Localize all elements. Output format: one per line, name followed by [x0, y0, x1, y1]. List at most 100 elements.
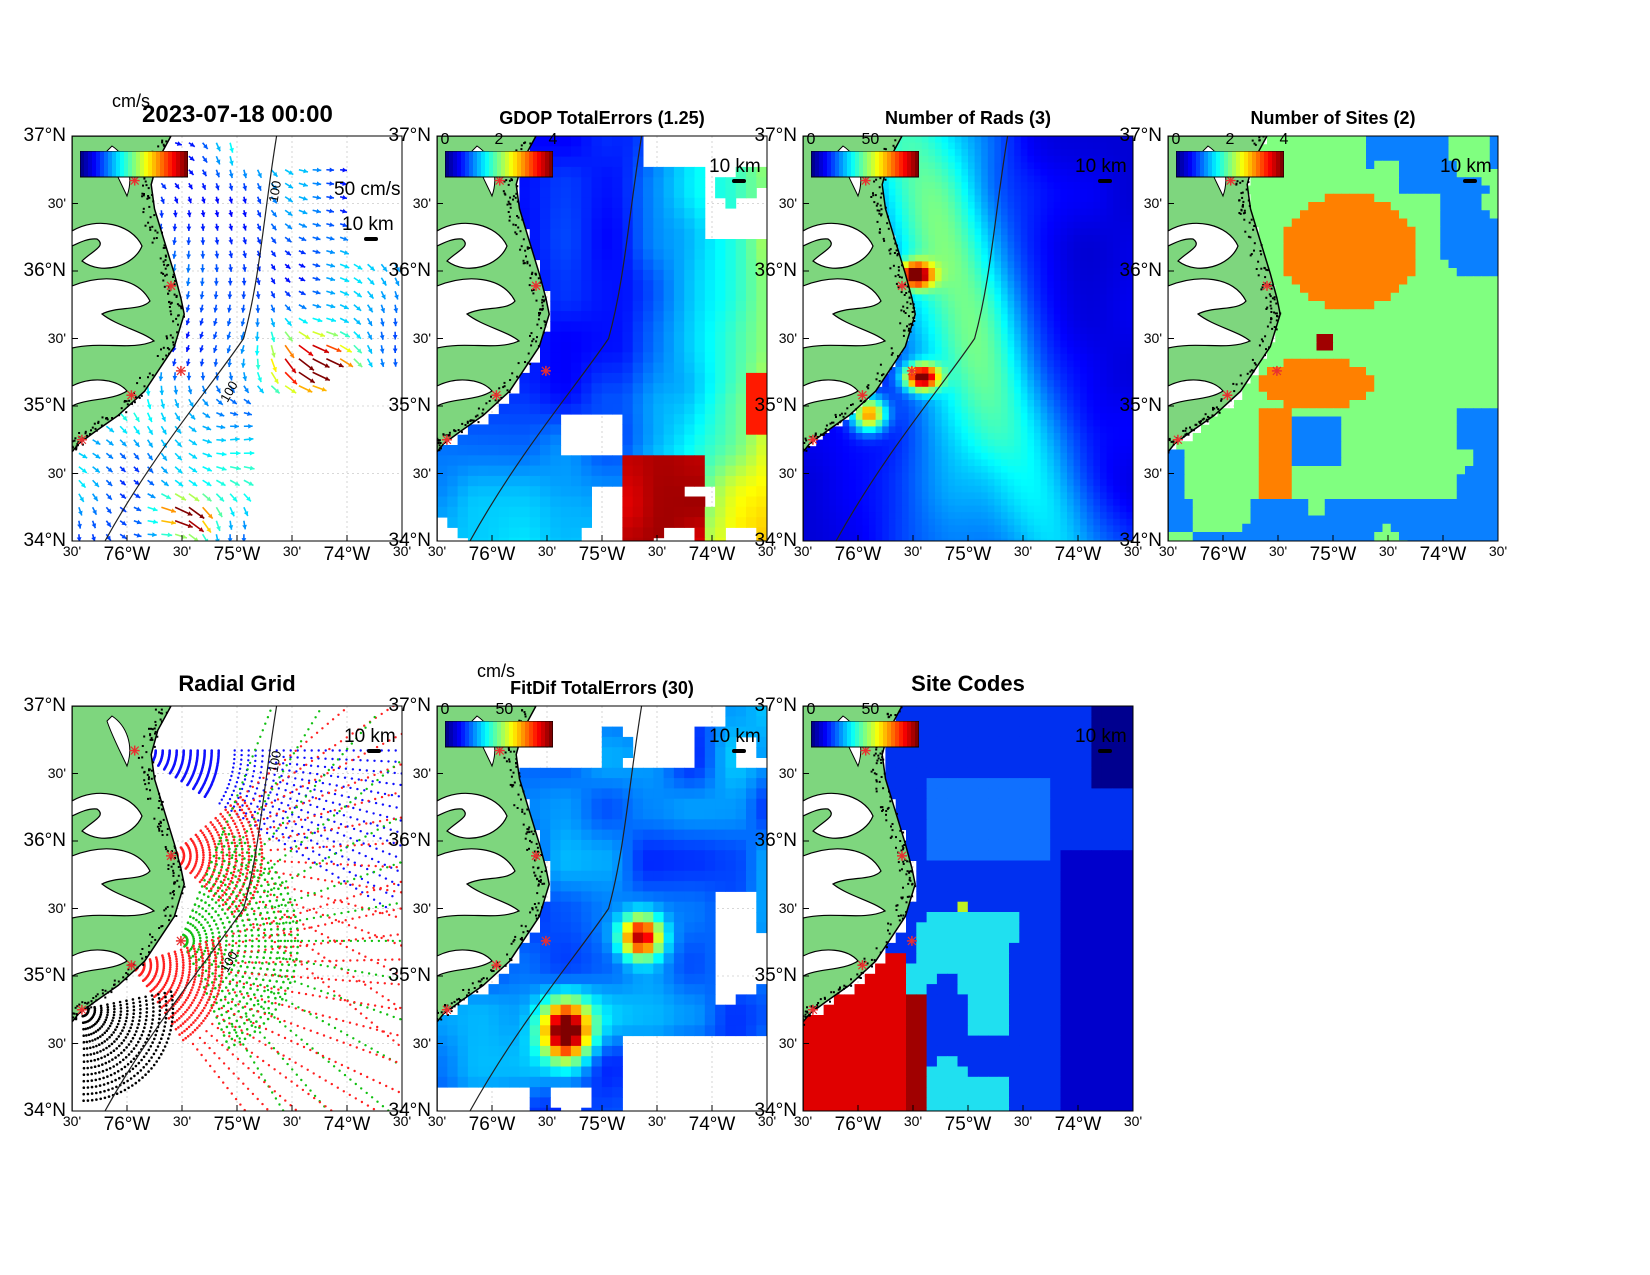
vector-arrow [214, 196, 220, 204]
colorbar-unit: cm/s [112, 91, 150, 111]
panel-total-velocity [71, 135, 403, 542]
vector-arrow [215, 493, 225, 502]
y-tick-label: 36°N [388, 830, 431, 851]
site-marker [540, 365, 551, 376]
vector-arrow [188, 169, 195, 176]
vector-arrow [255, 304, 261, 313]
vector-arrow [174, 519, 193, 528]
vector-arrow [185, 291, 191, 300]
vector-arrow [393, 304, 399, 314]
y-tick-label: 30' [1143, 329, 1162, 346]
vector-arrow [229, 465, 241, 471]
vector-arrow [255, 358, 261, 370]
vector-arrow [173, 385, 179, 395]
vector-arrow [174, 412, 181, 422]
site-marker [1222, 390, 1233, 401]
vector-arrow [243, 450, 255, 456]
vector-arrow [77, 520, 82, 529]
vector-arrow [353, 304, 362, 312]
vector-arrow [160, 412, 167, 422]
heatmap-cells [1168, 136, 1498, 541]
vector-arrow [312, 167, 322, 173]
vector-arrow [353, 331, 362, 340]
vector-arrow [202, 506, 214, 520]
vector-arrow [147, 506, 158, 512]
vector-arrow [339, 181, 348, 187]
panel-title: Number of Rads (3) [884, 108, 1052, 128]
y-tick-label: 36°N [23, 830, 66, 851]
vector-arrow [339, 208, 348, 214]
vector-arrow [133, 425, 141, 435]
vector-arrow [257, 385, 265, 394]
vector-arrow [339, 331, 351, 338]
vector-arrow [215, 155, 221, 165]
vector-arrow [243, 506, 249, 517]
vector-arrow [174, 425, 182, 434]
y-tick-label: 34°N [23, 530, 66, 551]
vector-arrow [339, 250, 350, 255]
site-marker [441, 1004, 452, 1015]
vector-arrow [200, 223, 206, 231]
vector-arrow [298, 263, 306, 268]
vector-arrow [199, 331, 204, 339]
y-tick-label: 30' [778, 194, 797, 211]
vector-arrow [339, 222, 348, 228]
vector-arrow [186, 264, 191, 273]
vector-arrow [254, 345, 260, 356]
x-tick-label: 76°W [834, 1114, 882, 1135]
vector-arrow [312, 344, 330, 354]
vector-arrow [242, 223, 247, 231]
x-tick-label: 76°W [834, 544, 882, 565]
bathymetry-contour [104, 706, 278, 1111]
vector-arrow [213, 304, 219, 313]
bathymetry-contour [835, 136, 1009, 541]
vector-arrow [201, 520, 212, 533]
vector-arrow [147, 532, 157, 538]
vector-arrow [227, 291, 233, 300]
y-tick-label: 35°N [1119, 395, 1162, 416]
vector-arrow [312, 235, 321, 241]
vector-arrow [214, 223, 220, 231]
vector-arrow [270, 345, 276, 358]
vector-arrow [284, 358, 297, 374]
vector-arrow [160, 452, 168, 462]
colorbar [80, 151, 188, 178]
vector-arrow [242, 250, 247, 259]
vector-arrow [147, 479, 155, 486]
bathymetry-contour [104, 136, 278, 541]
hf-radar-sites [1172, 175, 1282, 445]
colorbar [1176, 151, 1284, 178]
vector-arrow [188, 452, 198, 460]
vector-arrow [214, 237, 220, 245]
vector-arrow [161, 506, 177, 513]
vector-arrow [312, 208, 322, 214]
site-marker [857, 390, 868, 401]
vector-arrow [284, 223, 293, 230]
vector-arrow [213, 318, 218, 326]
vector-arrow [146, 412, 153, 423]
vector-arrow [228, 520, 234, 530]
site-marker [531, 280, 541, 291]
vector-arrow [159, 210, 164, 218]
vector-arrow [379, 345, 385, 354]
vector-arrow [133, 532, 142, 538]
vector-arrow [78, 479, 87, 489]
x-tick-label: 30' [392, 543, 412, 559]
vector-arrow [339, 317, 350, 324]
vector-arrow [159, 385, 165, 396]
vector-arrow [172, 237, 177, 245]
vector-arrow [228, 237, 234, 245]
vector-arrow [339, 358, 354, 368]
vector-arrow [202, 142, 209, 150]
site-marker [1225, 175, 1236, 186]
x-tick-label: 30' [62, 543, 82, 559]
vector-arrow [243, 436, 254, 442]
y-tick-label: 37°N [754, 125, 797, 146]
vector-arrow [160, 182, 167, 190]
y-tick-label: 34°N [754, 530, 797, 551]
land-mask [803, 706, 917, 1111]
vector-arrow [298, 331, 311, 340]
vector-arrow [105, 466, 114, 473]
vector-arrow [242, 210, 247, 218]
vector-arrow [214, 264, 220, 273]
